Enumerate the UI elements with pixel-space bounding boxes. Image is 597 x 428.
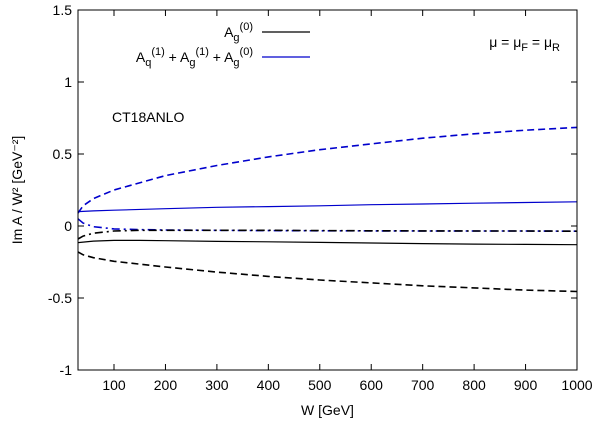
y-tick-label: 0.5 — [53, 146, 73, 162]
x-tick-label: 600 — [360, 377, 384, 393]
series-layer — [77, 126, 578, 293]
x-tick-label: 100 — [102, 377, 126, 393]
series-line-2 — [77, 201, 578, 213]
x-tick-label: 700 — [411, 377, 435, 393]
y-tick-label: 1 — [64, 74, 72, 90]
x-tick-label: 400 — [257, 377, 281, 393]
x-tick-label: 300 — [205, 377, 229, 393]
y-tick-label: -0.5 — [48, 290, 72, 306]
x-axis-label: W [GeV] — [301, 402, 354, 418]
y-tick-label: 0 — [64, 218, 72, 234]
scale-annotation: μ = μF = μR — [489, 34, 560, 54]
x-tick-label: 500 — [308, 377, 332, 393]
series-line-5 — [77, 239, 578, 246]
y-tick-label: 1.5 — [53, 2, 73, 18]
x-tick-label: 800 — [462, 377, 486, 393]
series-line-6 — [77, 251, 578, 293]
y-tick-label: -1 — [60, 362, 73, 378]
legend-label-1: Ag(0) — [224, 21, 253, 44]
y-axis-label: Im A / W² [GeV⁻²] — [9, 136, 25, 245]
x-tick-label: 1000 — [561, 377, 592, 393]
legend: Ag(0)Aq(1) + Ag(1) + Ag(0) — [136, 21, 310, 69]
plot-frame — [77, 9, 578, 371]
x-tick-label: 900 — [514, 377, 538, 393]
annotations: μ = μF = μR CT18ANLO — [112, 34, 560, 125]
pdf-set-annotation: CT18ANLO — [112, 109, 184, 125]
ticks-layer: 100 200 300 400 500 600 700 800 900 1000 -1 -0.5 0 0.… — [48, 2, 593, 393]
x-tick-label: 200 — [154, 377, 178, 393]
series-line-1 — [77, 126, 578, 214]
labels-layer: W [GeV] Im A / W² [GeV⁻²] — [9, 136, 354, 418]
legend-label-2: Aq(1) + Ag(1) + Ag(0) — [136, 46, 253, 69]
series-line-4 — [77, 229, 578, 240]
